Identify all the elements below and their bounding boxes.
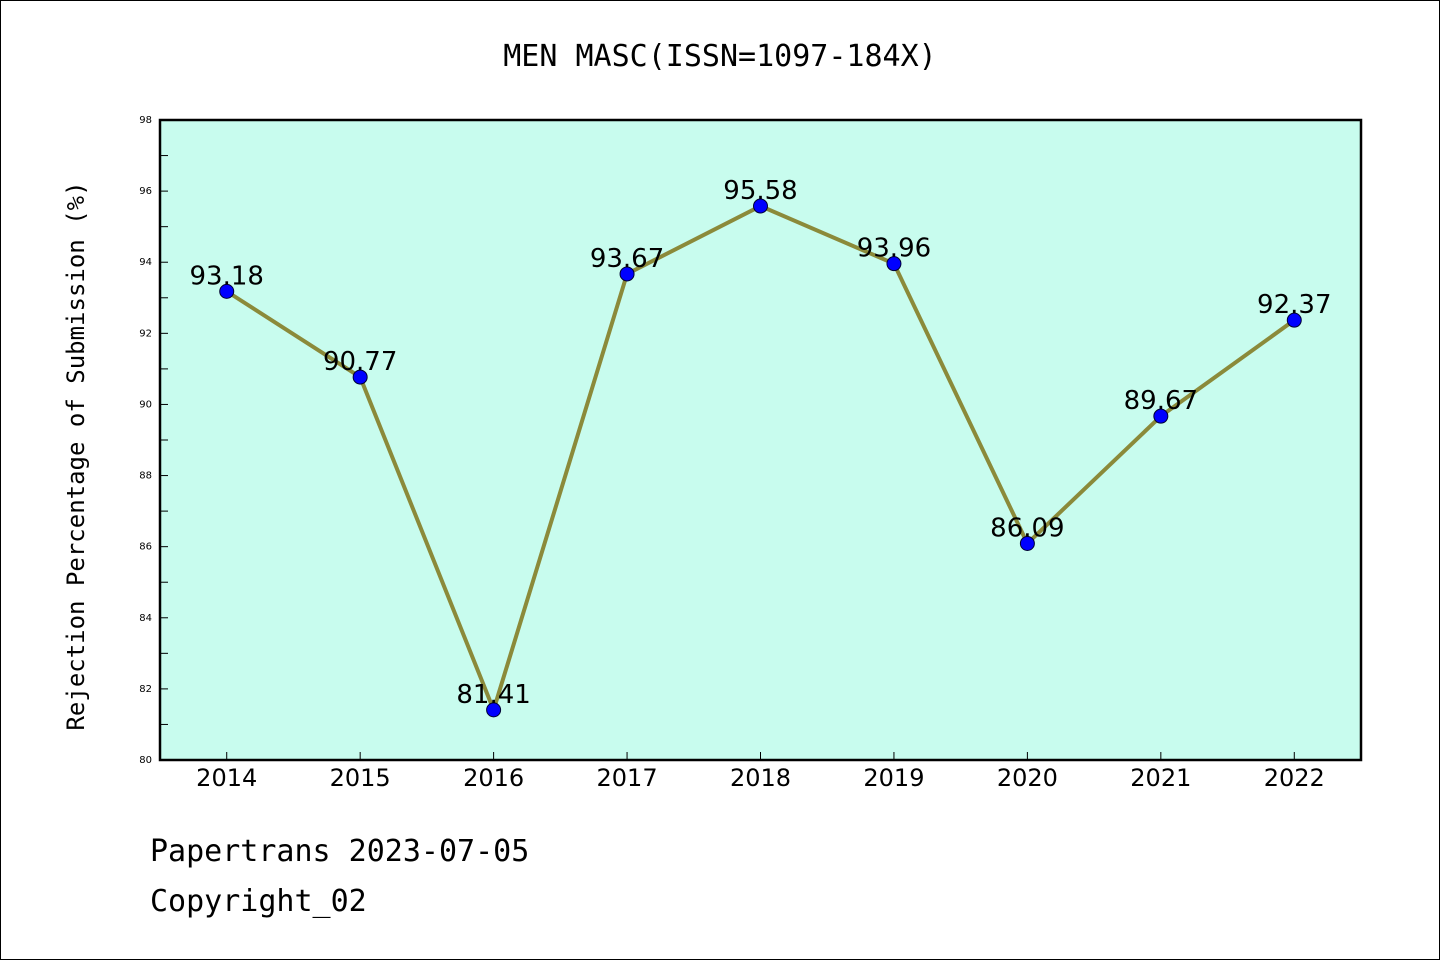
y-tick-label: 90 (139, 399, 152, 410)
x-tick-label: 2022 (1264, 764, 1325, 792)
data-label: 89.67 (1124, 386, 1198, 416)
y-tick-label: 94 (139, 257, 152, 268)
series-line-group (219, 198, 1302, 718)
x-tick-label: 2021 (1130, 764, 1191, 792)
data-point (1286, 312, 1302, 328)
x-axis: 2014 2015 2016 2017 2018 2019 2020 2021 2022 (196, 752, 1325, 792)
data-label: 90.77 (323, 347, 397, 377)
x-tick-label: 2018 (730, 764, 791, 792)
y-axis-label: Rejection Percentage of Submission (%) (62, 181, 90, 730)
footer-copyright: Copyright_02 (150, 884, 367, 919)
chart-title: MEN MASC(ISSN=1097-184X) (503, 39, 936, 74)
x-tick-label: 2017 (597, 764, 658, 792)
y-tick-label: 98 (139, 115, 152, 126)
data-label: 93.67 (590, 244, 664, 274)
data-label: 81.41 (456, 680, 530, 710)
data-label: 92.37 (1257, 290, 1331, 320)
y-tick-label: 82 (139, 684, 152, 695)
data-label: 93.18 (190, 261, 264, 291)
x-tick-label: 2014 (196, 764, 257, 792)
y-axis: 80 82 84 86 88 90 92 94 96 98 (139, 115, 168, 766)
data-point (352, 369, 368, 385)
data-label-group: 93.18 90.77 81.41 93.67 95.58 93.96 86.09 89.67… (190, 176, 1332, 710)
x-tick-label: 2019 (863, 764, 924, 792)
y-tick-label: 88 (139, 471, 152, 482)
data-point (619, 266, 635, 282)
data-label: 86.09 (990, 513, 1064, 543)
data-point (486, 702, 502, 718)
data-point (219, 283, 235, 299)
plot-area (158, 118, 1363, 762)
data-point (886, 256, 902, 272)
data-label: 93.96 (857, 234, 931, 264)
y-tick-label: 92 (139, 328, 152, 339)
data-point (1019, 535, 1035, 551)
y-tick-label: 84 (139, 613, 152, 624)
data-label: 95.58 (723, 176, 797, 206)
y-tick-label: 80 (139, 755, 152, 766)
data-point (753, 198, 768, 214)
x-tick-label: 2015 (330, 764, 391, 792)
y-tick-label: 96 (139, 186, 152, 197)
x-tick-label: 2020 (997, 764, 1058, 792)
y-tick-label: 86 (139, 542, 152, 553)
data-point (1153, 408, 1169, 424)
footer-date: Papertrans 2023-07-05 (150, 834, 530, 869)
x-tick-label: 2016 (463, 764, 524, 792)
